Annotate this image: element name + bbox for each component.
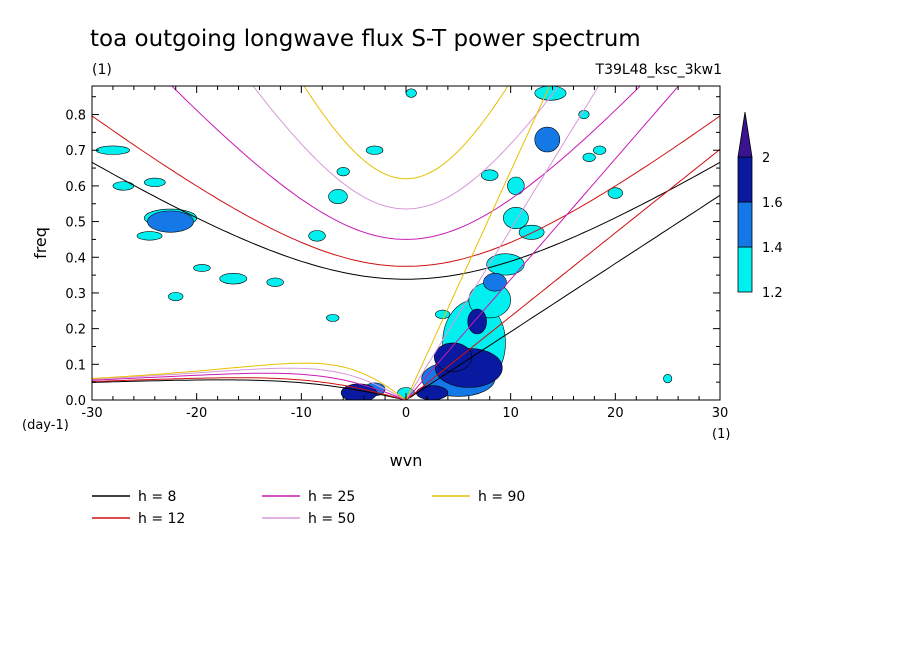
dispersion-curve-h90-2: [303, 86, 509, 180]
contour-patch-24: [193, 264, 211, 272]
contour-patch-20: [136, 231, 163, 241]
contour-patch-25: [308, 230, 326, 242]
dispersion-curve-h8-0: [405, 194, 720, 400]
legend-label: h = 50: [308, 511, 355, 527]
x-tick-label: -30: [81, 406, 102, 421]
dispersion-curve-h90-0: [405, 86, 551, 400]
contour-patch-16: [147, 210, 194, 233]
contour-patch-27: [336, 167, 350, 177]
y-axis-label: freq: [31, 227, 50, 259]
dispersion-curve-h90-1: [92, 362, 407, 400]
contour-patch-29: [168, 291, 184, 302]
y-tick-label: 0.8: [65, 109, 86, 124]
dispersion-curves: [92, 86, 720, 400]
contour-patch-14: [534, 86, 567, 101]
contour-patch-36: [663, 374, 673, 384]
x-tick-label: -10: [291, 406, 312, 421]
dispersion-curve-h8-2: [92, 161, 720, 280]
y-tick-label: 0.3: [65, 287, 86, 302]
y-tick-label: 0.2: [65, 323, 86, 338]
colorbar-level-label: 1.2: [762, 286, 783, 301]
x-tick-label: 20: [607, 406, 624, 421]
colorbar-segment-0: [737, 246, 753, 293]
units-note: (1): [92, 62, 112, 78]
dispersion-curve-h25-0: [405, 86, 680, 400]
legend-label: h = 12: [138, 511, 185, 527]
legend-label: h = 90: [478, 489, 525, 505]
contour-patch-28: [365, 145, 384, 155]
contour-patch-12: [507, 176, 525, 196]
contour-patch-33: [582, 152, 596, 162]
contour-patch-23: [266, 277, 284, 287]
dispersion-curve-h25-2: [171, 86, 641, 240]
legend-label: h = 25: [308, 489, 355, 505]
contour-patch-38: [578, 109, 590, 120]
experiment-label: T39L48_ksc_3kw1: [595, 62, 722, 78]
y-tick-label: 0.6: [65, 180, 86, 195]
y-tick-label: 0.5: [65, 216, 86, 231]
y-tick-label: 0.7: [65, 144, 86, 159]
contour-patch-34: [593, 145, 607, 155]
colorbar-level-label: 2: [762, 151, 770, 166]
contour-patch-3: [483, 273, 507, 292]
dispersion-curve-h12-2: [92, 115, 720, 267]
axis-ticks: -30 -20 -10 0 10 20 30 0.0 0.1 0.2 0.3 0.4 0.5 0.6 0.7…: [65, 86, 728, 421]
contour-patch-30: [326, 314, 340, 322]
y-unit-label: (day-1): [22, 418, 69, 433]
dispersion-curve-h50-0: [405, 86, 600, 400]
x-tick-label: 0: [402, 406, 410, 421]
dispersion-curve-h12-1: [92, 377, 407, 400]
colorbar: 1.2 1.4 1.6 2: [737, 111, 783, 301]
contour-patch-19: [112, 181, 135, 191]
contour-patch-18: [95, 145, 130, 155]
dispersion-curve-h50-2: [252, 86, 560, 210]
legend: h = 8 h = 12 h = 25 h = 50 h = 90: [92, 489, 525, 527]
x-tick-label: -20: [186, 406, 207, 421]
contour-patch-22: [219, 273, 248, 285]
contour-patch-10: [486, 253, 525, 276]
dispersion-curve-h50-1: [92, 367, 407, 400]
y-tick-label: 0.0: [65, 394, 86, 409]
contour-patch-31: [435, 309, 451, 319]
colorbar-top-arrow: [737, 111, 753, 158]
x-axis-label: wvn: [390, 451, 423, 470]
colorbar-segment-2: [737, 156, 753, 203]
contour-patch-11: [503, 207, 529, 230]
x-tick-label: 30: [712, 406, 729, 421]
contour-patch-39: [405, 88, 417, 98]
y-tick-label: 0.1: [65, 358, 86, 373]
colorbar-level-label: 1.4: [762, 241, 783, 256]
x-tick-label: 10: [502, 406, 519, 421]
dispersion-curve-h8-1: [92, 379, 407, 400]
x-unit-label: (1): [712, 427, 730, 442]
contour-patch-1: [433, 342, 473, 372]
colorbar-segment-1: [737, 201, 753, 248]
contour-patch-26: [328, 189, 348, 205]
legend-label: h = 8: [138, 489, 176, 505]
y-tick-label: 0.4: [65, 251, 86, 266]
chart-title: toa outgoing longwave flux S-T power spe…: [90, 26, 641, 52]
contour-patch-35: [607, 187, 623, 199]
dispersion-curve-h12-0: [405, 148, 720, 400]
contour-patch-13: [534, 126, 561, 153]
contour-patch-2: [467, 308, 487, 335]
contour-layer: [95, 86, 673, 400]
contour-patch-21: [144, 177, 166, 187]
contour-patch-32: [481, 169, 499, 181]
plot-frame: [91, 85, 721, 401]
colorbar-level-label: 1.6: [762, 196, 783, 211]
dispersion-curve-h25-1: [92, 372, 407, 400]
